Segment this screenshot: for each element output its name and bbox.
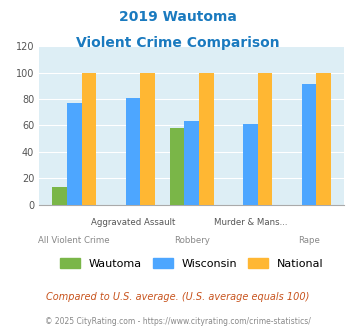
- Text: Violent Crime Comparison: Violent Crime Comparison: [76, 36, 279, 50]
- Text: All Violent Crime: All Violent Crime: [38, 236, 110, 245]
- Bar: [67, 103, 82, 205]
- Text: Compared to U.S. average. (U.S. average equals 100): Compared to U.S. average. (U.S. average …: [46, 292, 309, 302]
- Bar: [140, 73, 155, 205]
- Bar: [199, 73, 214, 205]
- Text: Aggravated Assault: Aggravated Assault: [91, 218, 175, 227]
- Bar: [302, 84, 316, 205]
- Text: Robbery: Robbery: [174, 236, 210, 245]
- Bar: [184, 121, 199, 205]
- Text: Rape: Rape: [298, 236, 320, 245]
- Bar: [52, 187, 67, 205]
- Text: 2019 Wautoma: 2019 Wautoma: [119, 10, 236, 24]
- Legend: Wautoma, Wisconsin, National: Wautoma, Wisconsin, National: [60, 258, 324, 269]
- Bar: [170, 128, 184, 205]
- Bar: [126, 98, 140, 205]
- Text: © 2025 CityRating.com - https://www.cityrating.com/crime-statistics/: © 2025 CityRating.com - https://www.city…: [45, 317, 310, 326]
- Bar: [243, 124, 258, 205]
- Bar: [258, 73, 272, 205]
- Text: Murder & Mans...: Murder & Mans...: [214, 218, 287, 227]
- Bar: [82, 73, 96, 205]
- Bar: [316, 73, 331, 205]
